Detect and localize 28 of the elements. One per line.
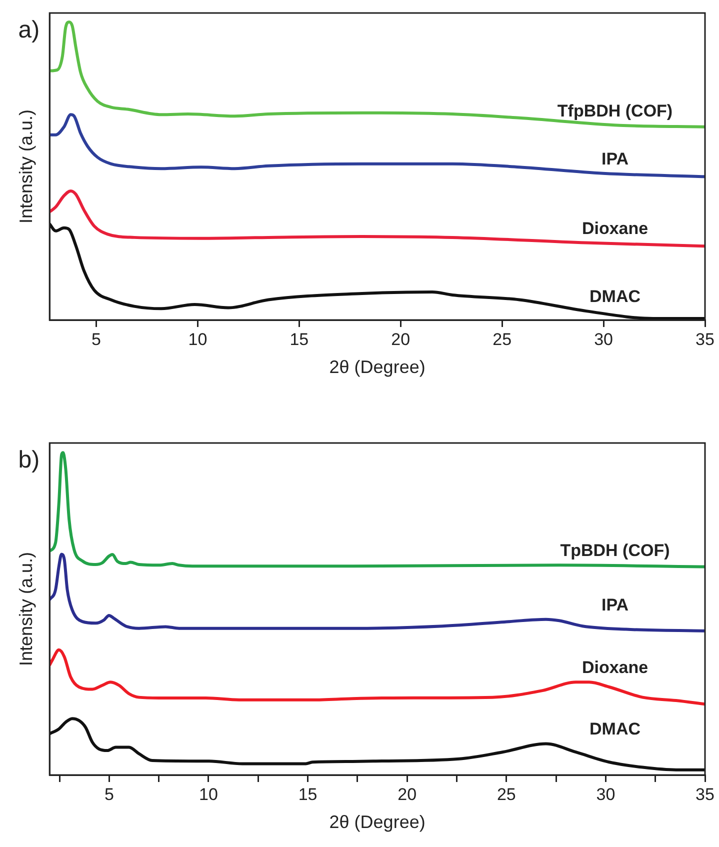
y-axis-title: Intensity (a.u.) xyxy=(16,552,36,666)
series-label: IPA xyxy=(601,595,629,614)
series-label: Dioxane xyxy=(582,658,648,678)
x-tick-label: 30 xyxy=(596,784,616,804)
x-tick-label: 5 xyxy=(104,784,114,804)
chart-title: a) xyxy=(18,16,40,44)
series-label: DMAC xyxy=(590,287,640,306)
series-label: TpBDH (COF) xyxy=(560,541,670,560)
x-tick-label: 20 xyxy=(391,330,410,349)
series-label: IPA xyxy=(601,149,629,168)
chart-title: b) xyxy=(18,446,40,474)
x-tick-label: 20 xyxy=(398,784,417,804)
x-tick-label: 30 xyxy=(594,330,614,349)
series-label: Dioxane xyxy=(582,218,648,238)
x-tick-label: 15 xyxy=(298,784,318,804)
y-axis-title: Intensity (a.u.) xyxy=(16,109,36,224)
x-axis-title: 2θ (Degree) xyxy=(329,812,426,832)
series-label: TfpBDH (COF) xyxy=(557,101,673,120)
x-tick-label: 25 xyxy=(492,330,512,349)
x-tick-label: 5 xyxy=(92,330,102,349)
x-tick-label: 10 xyxy=(188,330,208,349)
x-tick-label: 15 xyxy=(290,330,309,349)
series-label: DMAC xyxy=(590,720,640,739)
x-tick-label: 25 xyxy=(496,784,516,804)
x-tick-label: 10 xyxy=(199,784,218,804)
x-axis-title: 2θ (Degree) xyxy=(329,357,426,378)
x-tick-label: 35 xyxy=(696,784,714,804)
x-tick-label: 35 xyxy=(696,330,714,349)
